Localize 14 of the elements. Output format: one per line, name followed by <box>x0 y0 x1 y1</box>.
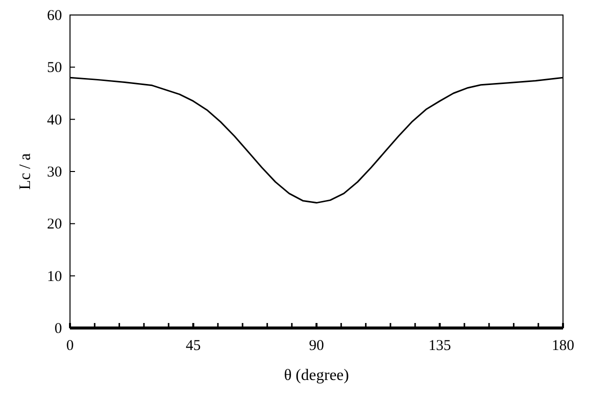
y-tick-label: 50 <box>47 60 62 76</box>
x-tick-label: 135 <box>428 338 451 354</box>
y-tick-label: 60 <box>47 8 62 24</box>
y-tick-label: 10 <box>47 268 62 285</box>
x-axis-title: θ (degree) <box>284 367 349 384</box>
y-axis-title: Lc / a <box>17 153 34 190</box>
y-tick-label: 20 <box>47 216 62 233</box>
x-tick-label: 90 <box>309 338 324 354</box>
y-tick-label: 0 <box>54 321 62 337</box>
x-tick-label: 180 <box>552 338 574 354</box>
x-tick-label: 45 <box>186 338 201 354</box>
y-tick-label: 30 <box>47 164 62 180</box>
x-tick-label: 0 <box>66 338 74 354</box>
y-tick-label: 40 <box>47 112 62 128</box>
